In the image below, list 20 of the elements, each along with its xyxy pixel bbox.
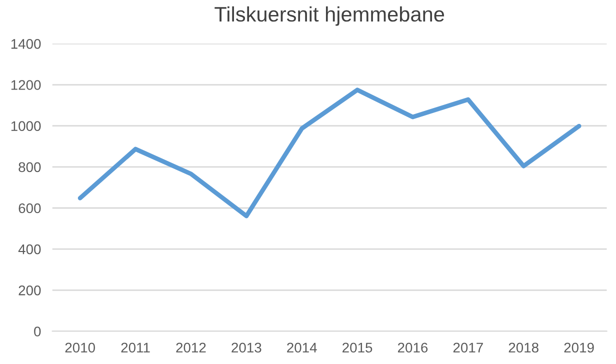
x-tick-label: 2019	[564, 342, 594, 353]
chart-title: Tilskuersnit hjemmebane	[214, 6, 444, 26]
y-tick-label: 1200	[11, 80, 41, 90]
y-tick-label: 200	[18, 285, 41, 296]
y-tick-label: 1400	[11, 39, 41, 49]
x-tick-label: 2015	[342, 342, 372, 353]
y-tick-label: 600	[18, 203, 41, 214]
x-tick-label: 2012	[176, 342, 206, 353]
line-series	[78, 88, 582, 218]
x-tick-label: 2016	[398, 342, 428, 353]
x-tick-label: 2017	[453, 342, 483, 353]
y-tick-label: 1000	[11, 121, 41, 132]
x-tick-label: 2014	[287, 342, 317, 353]
x-tick-label: 2018	[508, 342, 538, 353]
x-tick-label: 2013	[232, 342, 262, 353]
x-tick-label: 2010	[65, 342, 95, 353]
y-tick-label: 400	[18, 244, 41, 254]
y-tick-label: 0	[34, 326, 41, 336]
y-tick-label: 800	[18, 162, 41, 172]
x-tick-label: 2011	[121, 342, 150, 353]
